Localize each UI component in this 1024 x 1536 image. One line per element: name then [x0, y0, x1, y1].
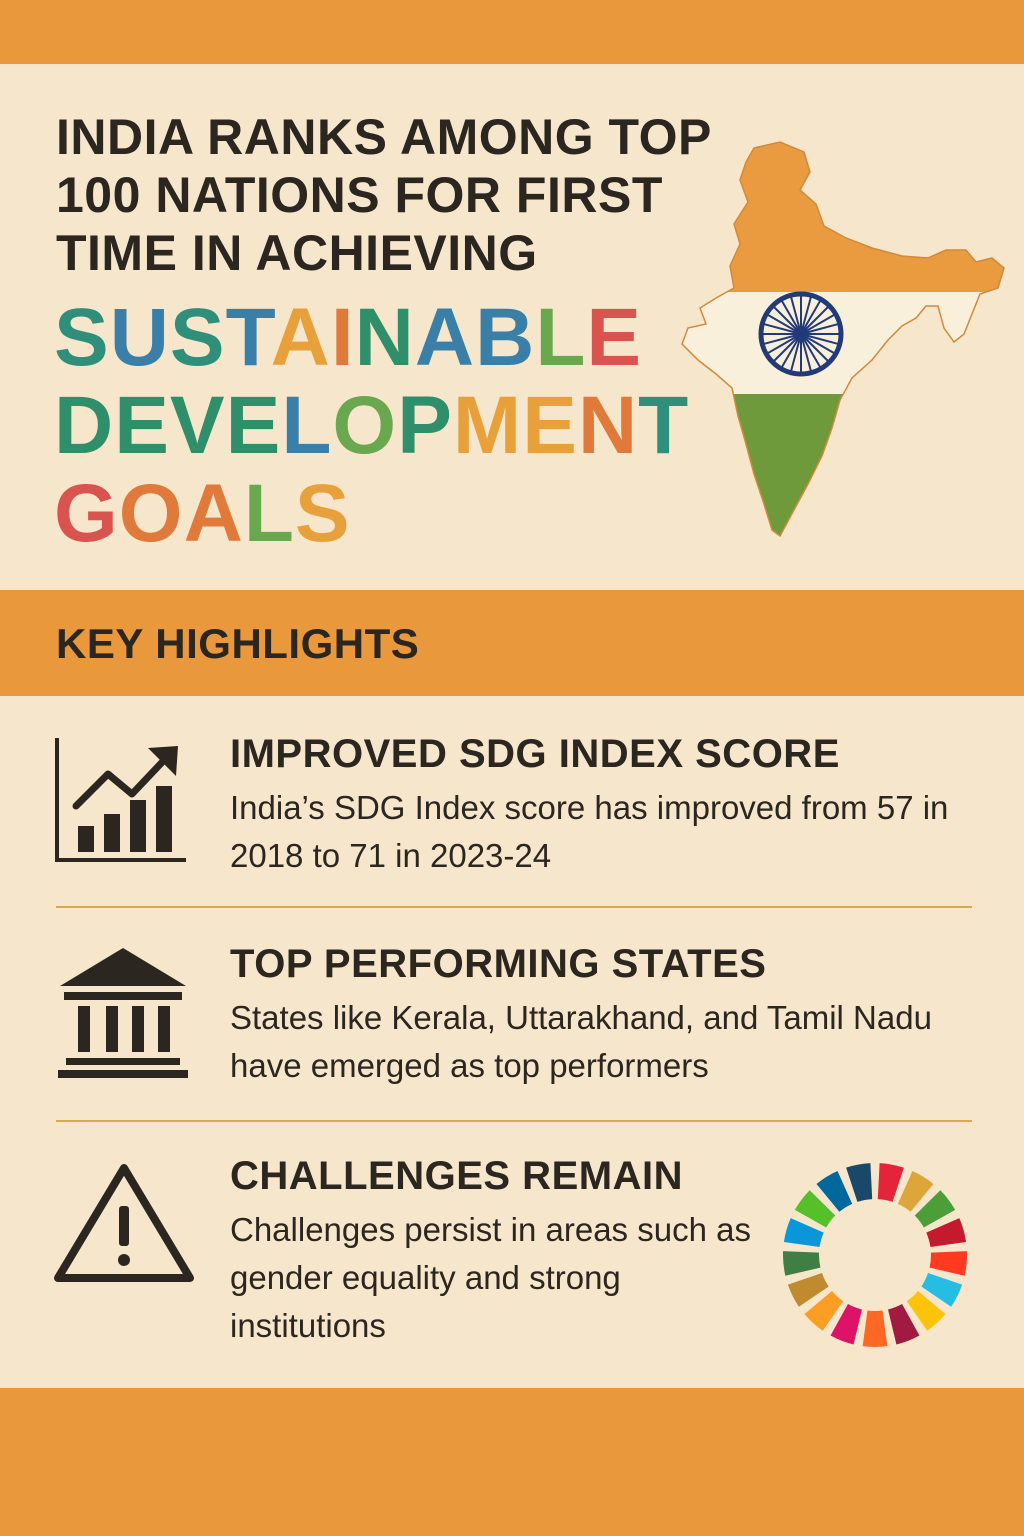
sdg-wheel-segment: [862, 1310, 888, 1348]
sdg-title-letter: A: [414, 292, 476, 383]
sdg-title-letter: E: [225, 380, 282, 471]
sdg-wheel-segment: [926, 1218, 967, 1248]
sdg-title-letter: L: [535, 292, 587, 383]
key-highlights-band: [0, 590, 1024, 696]
headline: INDIA RANKS AMONG TOP 100 NATIONS FOR FI…: [56, 109, 711, 281]
sdg-title-letter: D: [54, 380, 115, 471]
chakra-spoke: [790, 297, 802, 335]
india-flag-map-icon: [681, 141, 1005, 538]
sdg-title-letter: L: [281, 380, 333, 471]
chakra-spoke: [800, 333, 838, 345]
sdg-wheel-segment: [906, 1290, 946, 1331]
sdg-wheel-segment: [816, 1170, 853, 1212]
sdg-title-letter: N: [354, 292, 415, 383]
sdg-title-letter: E: [114, 380, 170, 471]
highlight-title: TOP PERFORMING STATES: [230, 942, 767, 986]
sdg-title-letter: T: [638, 380, 690, 471]
bottom-band: [0, 1388, 1024, 1536]
chakra-spoke: [790, 333, 802, 371]
divider: [56, 1120, 972, 1122]
highlight-text: States like Kerala, Uttarakhand, and Tam…: [230, 999, 932, 1084]
sdg-wheel-segment: [782, 1251, 821, 1276]
sdg-title-letter: B: [475, 292, 536, 383]
sdg-wheel-segment: [846, 1163, 873, 1202]
institution-building-icon: [58, 948, 188, 1078]
sdg-title-line: DEVELOPMENT: [54, 382, 694, 470]
sdg-wheel-segment: [897, 1170, 934, 1212]
sdg-wheel-icon: [782, 1163, 968, 1348]
sdg-wheel-segment: [914, 1190, 956, 1228]
chakra-spoke: [800, 323, 838, 335]
sdg-title-letter: E: [522, 380, 578, 471]
chakra-spoke: [800, 333, 821, 368]
chakra-spoke: [764, 333, 802, 345]
top-band: [0, 0, 1024, 64]
key-highlights-title: KEY HIGHLIGHTS: [56, 620, 420, 667]
chakra-spoke: [800, 306, 829, 335]
sdg-wheel-segment: [783, 1218, 824, 1248]
sdg-wheel-segment: [804, 1290, 844, 1331]
chakra-spoke: [800, 297, 812, 335]
sdg-title-letter: O: [118, 468, 184, 559]
sdg-title-line: SUSTAINABLE: [54, 294, 694, 382]
divider: [56, 906, 972, 908]
sdg-wheel-segment: [830, 1304, 862, 1345]
sdg-title-letter: L: [243, 468, 295, 559]
chakra-spoke: [781, 300, 802, 335]
chakra-spoke: [800, 333, 829, 362]
sdg-wheel-segment: [787, 1273, 829, 1307]
sdg-title: SUSTAINABLE DEVELOPMENT GOALS: [54, 294, 694, 558]
chakra-spoke: [781, 333, 802, 368]
chakra-spoke: [764, 323, 802, 335]
chakra-spoke: [773, 306, 802, 335]
sdg-wheel-segment: [888, 1304, 920, 1345]
sdg-title-letter: I: [330, 292, 355, 383]
warning-triangle-icon: [54, 1164, 194, 1282]
chakra-spoke: [767, 333, 802, 354]
sdg-title-letter: G: [54, 468, 119, 559]
sdg-title-letter: P: [397, 380, 453, 471]
sdg-title-letter: E: [586, 292, 643, 383]
ashoka-chakra-icon: [758, 291, 844, 377]
sdg-wheel-segment: [921, 1273, 963, 1307]
chakra-spoke: [800, 314, 835, 335]
sdg-title-letter: S: [54, 292, 110, 383]
sdg-title-letter: N: [577, 380, 639, 471]
sdg-title-letter: V: [169, 380, 226, 471]
sdg-title-letter: S: [294, 468, 351, 559]
highlight-text: India’s SDG Index score has improved fro…: [230, 789, 949, 874]
highlight-text: Challenges persist in areas such as gend…: [230, 1211, 751, 1344]
chakra-spoke: [800, 333, 835, 354]
highlight-title: CHALLENGES REMAIN: [230, 1154, 683, 1198]
chakra-spoke: [767, 314, 802, 335]
bar-chart-trend-icon: [55, 738, 186, 862]
sdg-title-line: GOALS: [54, 470, 694, 558]
sdg-wheel-segment: [794, 1190, 836, 1228]
sdg-title-letter: A: [183, 468, 244, 559]
sdg-title-letter: S: [169, 292, 226, 383]
sdg-title-letter: T: [225, 292, 271, 383]
chakra-spoke: [773, 333, 802, 362]
sdg-wheel-segment: [877, 1163, 904, 1202]
sdg-title-letter: U: [109, 292, 170, 383]
sdg-title-letter: O: [332, 380, 398, 471]
chakra-spoke: [800, 300, 821, 335]
sdg-title-letter: A: [270, 292, 331, 383]
sdg-wheel-segment: [929, 1251, 968, 1276]
highlight-title: IMPROVED SDG INDEX SCORE: [230, 732, 840, 776]
sdg-title-letter: M: [452, 380, 523, 471]
chakra-spoke: [800, 333, 812, 371]
